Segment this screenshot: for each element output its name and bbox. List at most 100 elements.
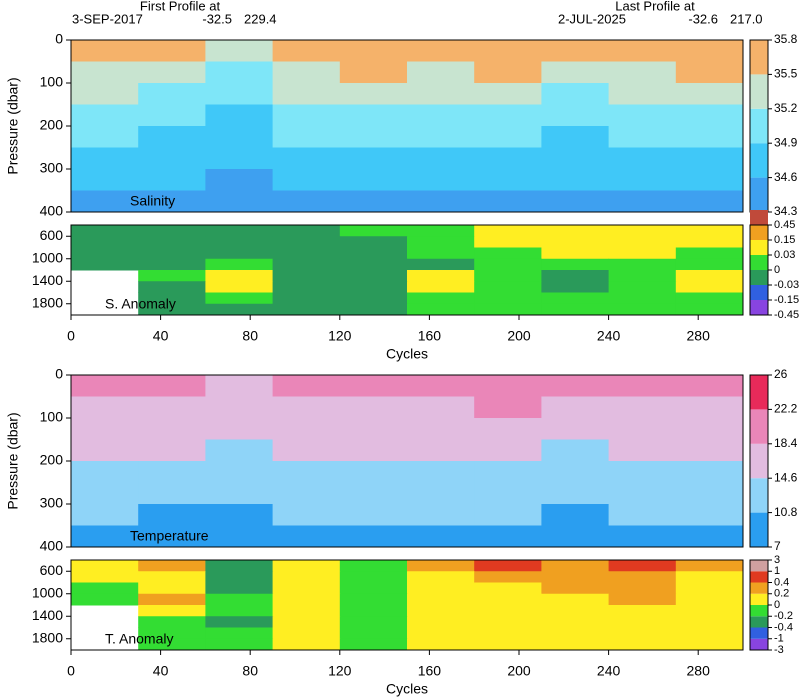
colorbar-frame bbox=[749, 374, 769, 548]
heatmap-cell bbox=[474, 147, 542, 170]
heatmap-cell bbox=[407, 247, 475, 260]
heatmap-cell bbox=[407, 439, 475, 462]
heatmap-cell bbox=[272, 375, 341, 397]
heatmap-cell bbox=[272, 525, 341, 547]
heatmap-cell bbox=[474, 560, 542, 572]
heatmap-cell bbox=[541, 627, 610, 640]
heatmap-cell bbox=[541, 638, 610, 650]
heatmap-cell bbox=[675, 225, 743, 237]
heatmap-cell bbox=[407, 593, 475, 606]
heatmap-cell bbox=[608, 258, 677, 271]
heatmap-cell bbox=[339, 525, 408, 547]
panel-label: Temperature bbox=[130, 528, 209, 544]
colorbar-tick-label: 0.4 bbox=[774, 576, 789, 588]
colorbar-tick-label: 34.9 bbox=[774, 135, 798, 149]
heatmap-cell bbox=[272, 616, 341, 628]
heatmap-cell bbox=[407, 560, 475, 572]
first-profile-lon: 229.4 bbox=[244, 11, 277, 26]
colorbar-tick-label: 0.2 bbox=[774, 588, 789, 600]
heatmap-cell bbox=[474, 627, 542, 640]
heatmap-cell bbox=[608, 225, 677, 237]
colorbar-tick-label: 34.6 bbox=[774, 170, 798, 184]
heatmap-cell bbox=[205, 190, 274, 212]
heatmap-cell bbox=[71, 169, 139, 191]
heatmap bbox=[71, 375, 743, 547]
colorbar-band bbox=[750, 285, 768, 300]
heatmap-cell bbox=[541, 303, 610, 315]
heatmap-cell bbox=[474, 270, 542, 282]
heatmap-cell bbox=[272, 593, 341, 606]
heatmap-cell bbox=[541, 40, 610, 62]
heatmap-cell bbox=[71, 560, 139, 572]
heatmap-cell bbox=[407, 461, 475, 483]
heatmap-cell bbox=[474, 638, 542, 650]
heatmap-cell bbox=[272, 281, 341, 293]
heatmap-cell bbox=[272, 482, 341, 505]
heatmap-cell bbox=[675, 303, 743, 315]
heatmap-cell bbox=[474, 396, 542, 419]
heatmap-cell bbox=[71, 525, 139, 547]
heatmap-cell bbox=[675, 504, 743, 526]
y-tick-label: 400 bbox=[40, 203, 64, 219]
heatmap-cell bbox=[608, 396, 677, 419]
heatmap-cell bbox=[138, 525, 206, 547]
heatmap-cell bbox=[272, 147, 341, 170]
heatmap-cell bbox=[71, 418, 139, 440]
heatmap-cell bbox=[272, 169, 341, 191]
heatmap-cell bbox=[138, 605, 206, 617]
heatmap-cell bbox=[272, 504, 341, 526]
heatmap-cell bbox=[205, 571, 274, 583]
heatmap-cell bbox=[272, 582, 341, 595]
y-tick-label: 1400 bbox=[32, 272, 63, 288]
colorbar-band bbox=[750, 571, 768, 583]
heatmap-cell bbox=[205, 147, 274, 170]
heatmap-cell bbox=[407, 638, 475, 650]
heatmap-cell bbox=[138, 126, 206, 148]
heatmap-cell bbox=[339, 571, 408, 583]
heatmap-cell bbox=[339, 281, 408, 293]
heatmap-cell bbox=[138, 461, 206, 483]
heatmap-cell bbox=[407, 504, 475, 526]
heatmap-cell bbox=[541, 616, 610, 628]
heatmap-cell bbox=[205, 126, 274, 148]
heatmap-cell bbox=[339, 593, 408, 606]
colorbar-tick-label: 0 bbox=[774, 599, 780, 611]
heatmap-cell bbox=[608, 605, 677, 617]
heatmap-cell bbox=[138, 593, 206, 606]
heatmap-cell bbox=[675, 638, 743, 650]
colorbar-tick-label: 0.15 bbox=[774, 234, 795, 246]
heatmap-cell bbox=[675, 83, 743, 105]
heatmap-cell bbox=[138, 292, 206, 305]
heatmap-cell bbox=[272, 627, 341, 640]
heatmap-cell bbox=[407, 281, 475, 293]
heatmap-cell bbox=[675, 418, 743, 440]
x-tick-label: 80 bbox=[242, 328, 258, 344]
heatmap-cell bbox=[272, 638, 341, 650]
x-tick-label: 120 bbox=[328, 663, 352, 679]
heatmap-cell bbox=[272, 225, 341, 237]
colorbar-band bbox=[750, 108, 768, 144]
heatmap-cell bbox=[205, 396, 274, 419]
heatmap-cell bbox=[205, 303, 274, 315]
heatmap-cell bbox=[339, 560, 408, 572]
heatmap-cell bbox=[339, 616, 408, 628]
panel-label: S. Anomaly bbox=[105, 296, 176, 312]
y-axis-label: Pressure (dbar) bbox=[5, 412, 21, 509]
heatmap bbox=[71, 225, 743, 315]
heatmap-cell bbox=[608, 292, 677, 305]
y-tick-label: 400 bbox=[40, 538, 64, 554]
colorbar-band bbox=[750, 210, 768, 225]
heatmap-cell bbox=[339, 582, 408, 595]
heatmap-cell bbox=[339, 40, 408, 62]
heatmap-cell bbox=[541, 61, 610, 84]
heatmap-cell bbox=[272, 83, 341, 105]
heatmap-cell bbox=[272, 258, 341, 271]
heatmap-cell bbox=[71, 83, 139, 105]
heatmap-cell bbox=[205, 504, 274, 526]
heatmap-cell bbox=[474, 281, 542, 293]
heatmap-cell bbox=[71, 396, 139, 419]
heatmap-cell bbox=[205, 247, 274, 260]
heatmap-cell bbox=[339, 439, 408, 462]
heatmap-cell bbox=[339, 236, 408, 248]
